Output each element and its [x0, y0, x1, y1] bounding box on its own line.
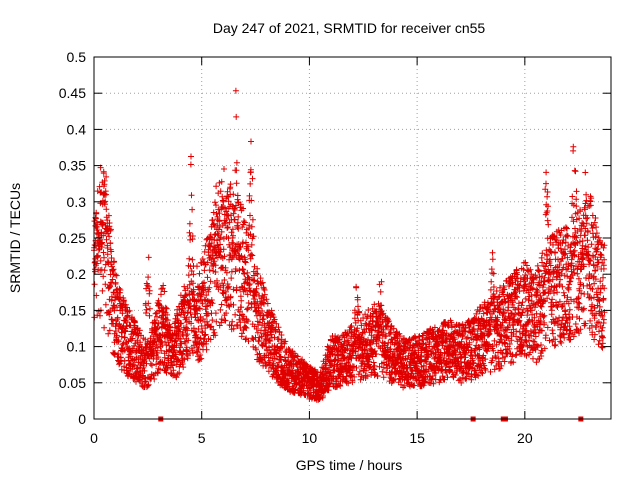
- grid-lines: [94, 57, 611, 419]
- axis-ticks: [93, 56, 611, 420]
- y-tick-label: 0.1: [67, 339, 87, 355]
- y-tick-label: 0.05: [59, 375, 86, 391]
- x-tick-label: 5: [198, 430, 206, 446]
- y-tick-label: 0.4: [67, 121, 87, 137]
- y-tick-label: 0.45: [59, 85, 86, 101]
- y-tick-label: 0.35: [59, 158, 86, 174]
- y-axis-label: SRMTID / TECUs: [7, 183, 23, 293]
- y-tick-label: 0.3: [67, 194, 87, 210]
- x-tick-label: 15: [409, 430, 425, 446]
- x-axis-label: GPS time / hours: [296, 457, 403, 473]
- y-tick-label: 0.25: [59, 230, 86, 246]
- y-tick-label: 0: [78, 411, 86, 427]
- x-tick-label: 0: [90, 430, 98, 446]
- x-tick-label: 10: [302, 430, 318, 446]
- y-tick-label: 0.2: [67, 266, 87, 282]
- y-tick-label: 0.15: [59, 302, 86, 318]
- y-tick-label: 0.5: [67, 49, 87, 65]
- tick-labels: 0 0.05 0.1 0.15 0.2 0.25 0.3 0.35 0.4 0.45 0.5 0 5 10…: [59, 49, 533, 446]
- chart-title: Day 247 of 2021, SRMTID for receiver cn5…: [213, 20, 486, 36]
- x-tick-label: 20: [517, 430, 533, 446]
